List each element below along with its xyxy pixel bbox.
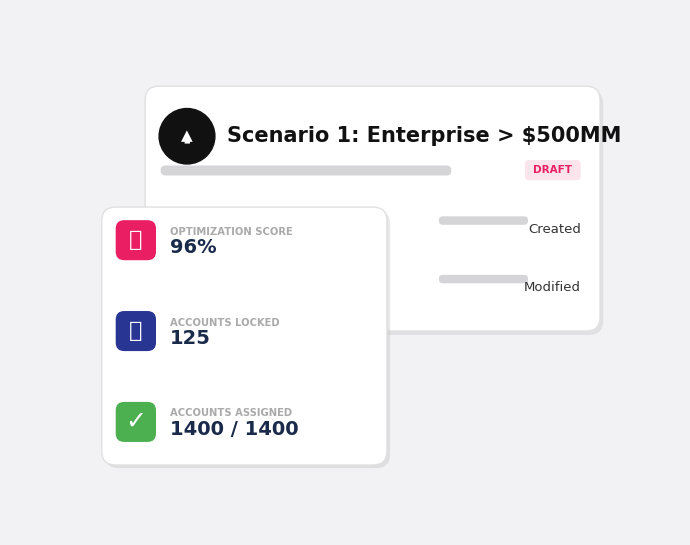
Circle shape [159, 108, 215, 164]
FancyBboxPatch shape [105, 210, 390, 468]
FancyBboxPatch shape [116, 402, 156, 442]
FancyBboxPatch shape [101, 207, 387, 465]
FancyBboxPatch shape [439, 216, 528, 225]
FancyBboxPatch shape [439, 275, 528, 283]
Text: ✓: ✓ [126, 410, 146, 434]
Text: OPTIMIZATION SCORE: OPTIMIZATION SCORE [170, 227, 293, 237]
Text: Scenario 1: Enterprise > $500MM: Scenario 1: Enterprise > $500MM [227, 126, 622, 146]
Text: ACCOUNTS LOCKED: ACCOUNTS LOCKED [170, 318, 279, 328]
FancyBboxPatch shape [116, 220, 156, 260]
Text: Created: Created [528, 223, 581, 236]
Text: 96%: 96% [170, 238, 217, 257]
Text: 1400 / 1400: 1400 / 1400 [170, 420, 299, 439]
Text: ⛷: ⛷ [129, 230, 143, 250]
FancyBboxPatch shape [116, 311, 156, 351]
Text: ⚺: ⚺ [129, 321, 143, 341]
Text: 125: 125 [170, 329, 211, 348]
Text: Modified: Modified [524, 281, 581, 294]
Text: ▲: ▲ [181, 128, 193, 143]
FancyBboxPatch shape [525, 160, 581, 180]
FancyBboxPatch shape [161, 166, 451, 175]
Text: ▬: ▬ [184, 138, 190, 144]
FancyBboxPatch shape [145, 86, 600, 331]
FancyBboxPatch shape [148, 90, 603, 335]
Text: ACCOUNTS ASSIGNED: ACCOUNTS ASSIGNED [170, 408, 292, 419]
Text: DRAFT: DRAFT [533, 165, 572, 175]
